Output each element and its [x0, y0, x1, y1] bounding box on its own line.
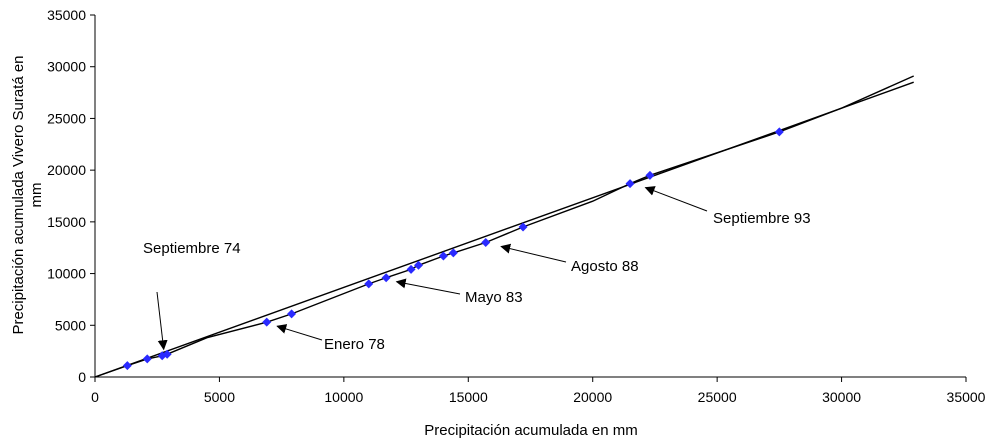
data-point-diamond	[142, 354, 152, 364]
annotation-arrow	[276, 324, 323, 341]
data-point-diamond	[406, 264, 416, 274]
data-point-diamond	[287, 309, 297, 319]
data-point-diamond	[381, 273, 391, 283]
data-point-diamond	[162, 349, 172, 359]
x-tick-label: 25000	[698, 389, 737, 405]
y-ticks: 0 5000 10000 15000 20000 25000 30000 35000	[47, 7, 95, 385]
y-tick-label: 10000	[47, 266, 86, 282]
x-tick-label: 35000	[947, 389, 986, 405]
y-tick-label: 0	[78, 369, 86, 385]
data-markers	[122, 127, 784, 371]
data-point-diamond	[262, 317, 272, 327]
data-point-diamond	[518, 222, 528, 232]
x-tick-label: 15000	[449, 389, 488, 405]
x-tick-label: 10000	[324, 389, 363, 405]
data-point-diamond	[414, 260, 424, 270]
x-tick-label: 0	[91, 389, 99, 405]
data-point-diamond	[438, 251, 448, 261]
y-tick-label: 35000	[47, 7, 86, 23]
y-tick-label: 20000	[47, 162, 86, 178]
data-point-diamond	[481, 238, 491, 248]
data-point-diamond	[625, 179, 635, 189]
annotation-arrow	[395, 278, 461, 295]
annotation-label: Septiembre 93	[713, 210, 811, 227]
annotation-label: Enero 78	[324, 336, 385, 353]
y-tick-label: 5000	[55, 317, 86, 333]
reference-line	[94, 81, 914, 378]
y-tick-label: 25000	[47, 110, 86, 126]
data-point-diamond	[645, 170, 655, 180]
data-point-diamond	[448, 248, 458, 258]
data-point-diamond	[122, 361, 132, 371]
x-ticks: 0 5000 10000 15000 20000 25000 30000 35000	[91, 377, 986, 405]
y-tick-label: 15000	[47, 214, 86, 230]
annotation-label: Mayo 83	[465, 289, 523, 306]
y-tick-label: 30000	[47, 59, 86, 75]
y-axis-title: Precipitación acumulada Vivero Suratá en…	[10, 55, 45, 334]
x-tick-label: 5000	[204, 389, 235, 405]
x-tick-label: 20000	[573, 389, 612, 405]
annotations: Septiembre 74 Enero 78 Mayo 83 Agosto 88 Sep…	[143, 186, 811, 353]
data-point-diamond	[364, 279, 374, 289]
annotation-label: Agosto 88	[571, 258, 639, 275]
annotation-arrow	[500, 243, 567, 263]
annotation-arrow	[644, 186, 708, 212]
data-point-diamond	[774, 127, 784, 137]
annotation-arrow	[156, 291, 168, 351]
x-tick-label: 30000	[822, 389, 861, 405]
annotation-label: Septiembre 74	[143, 240, 241, 257]
x-axis-title: Precipitación acumulada en mm	[424, 422, 637, 439]
